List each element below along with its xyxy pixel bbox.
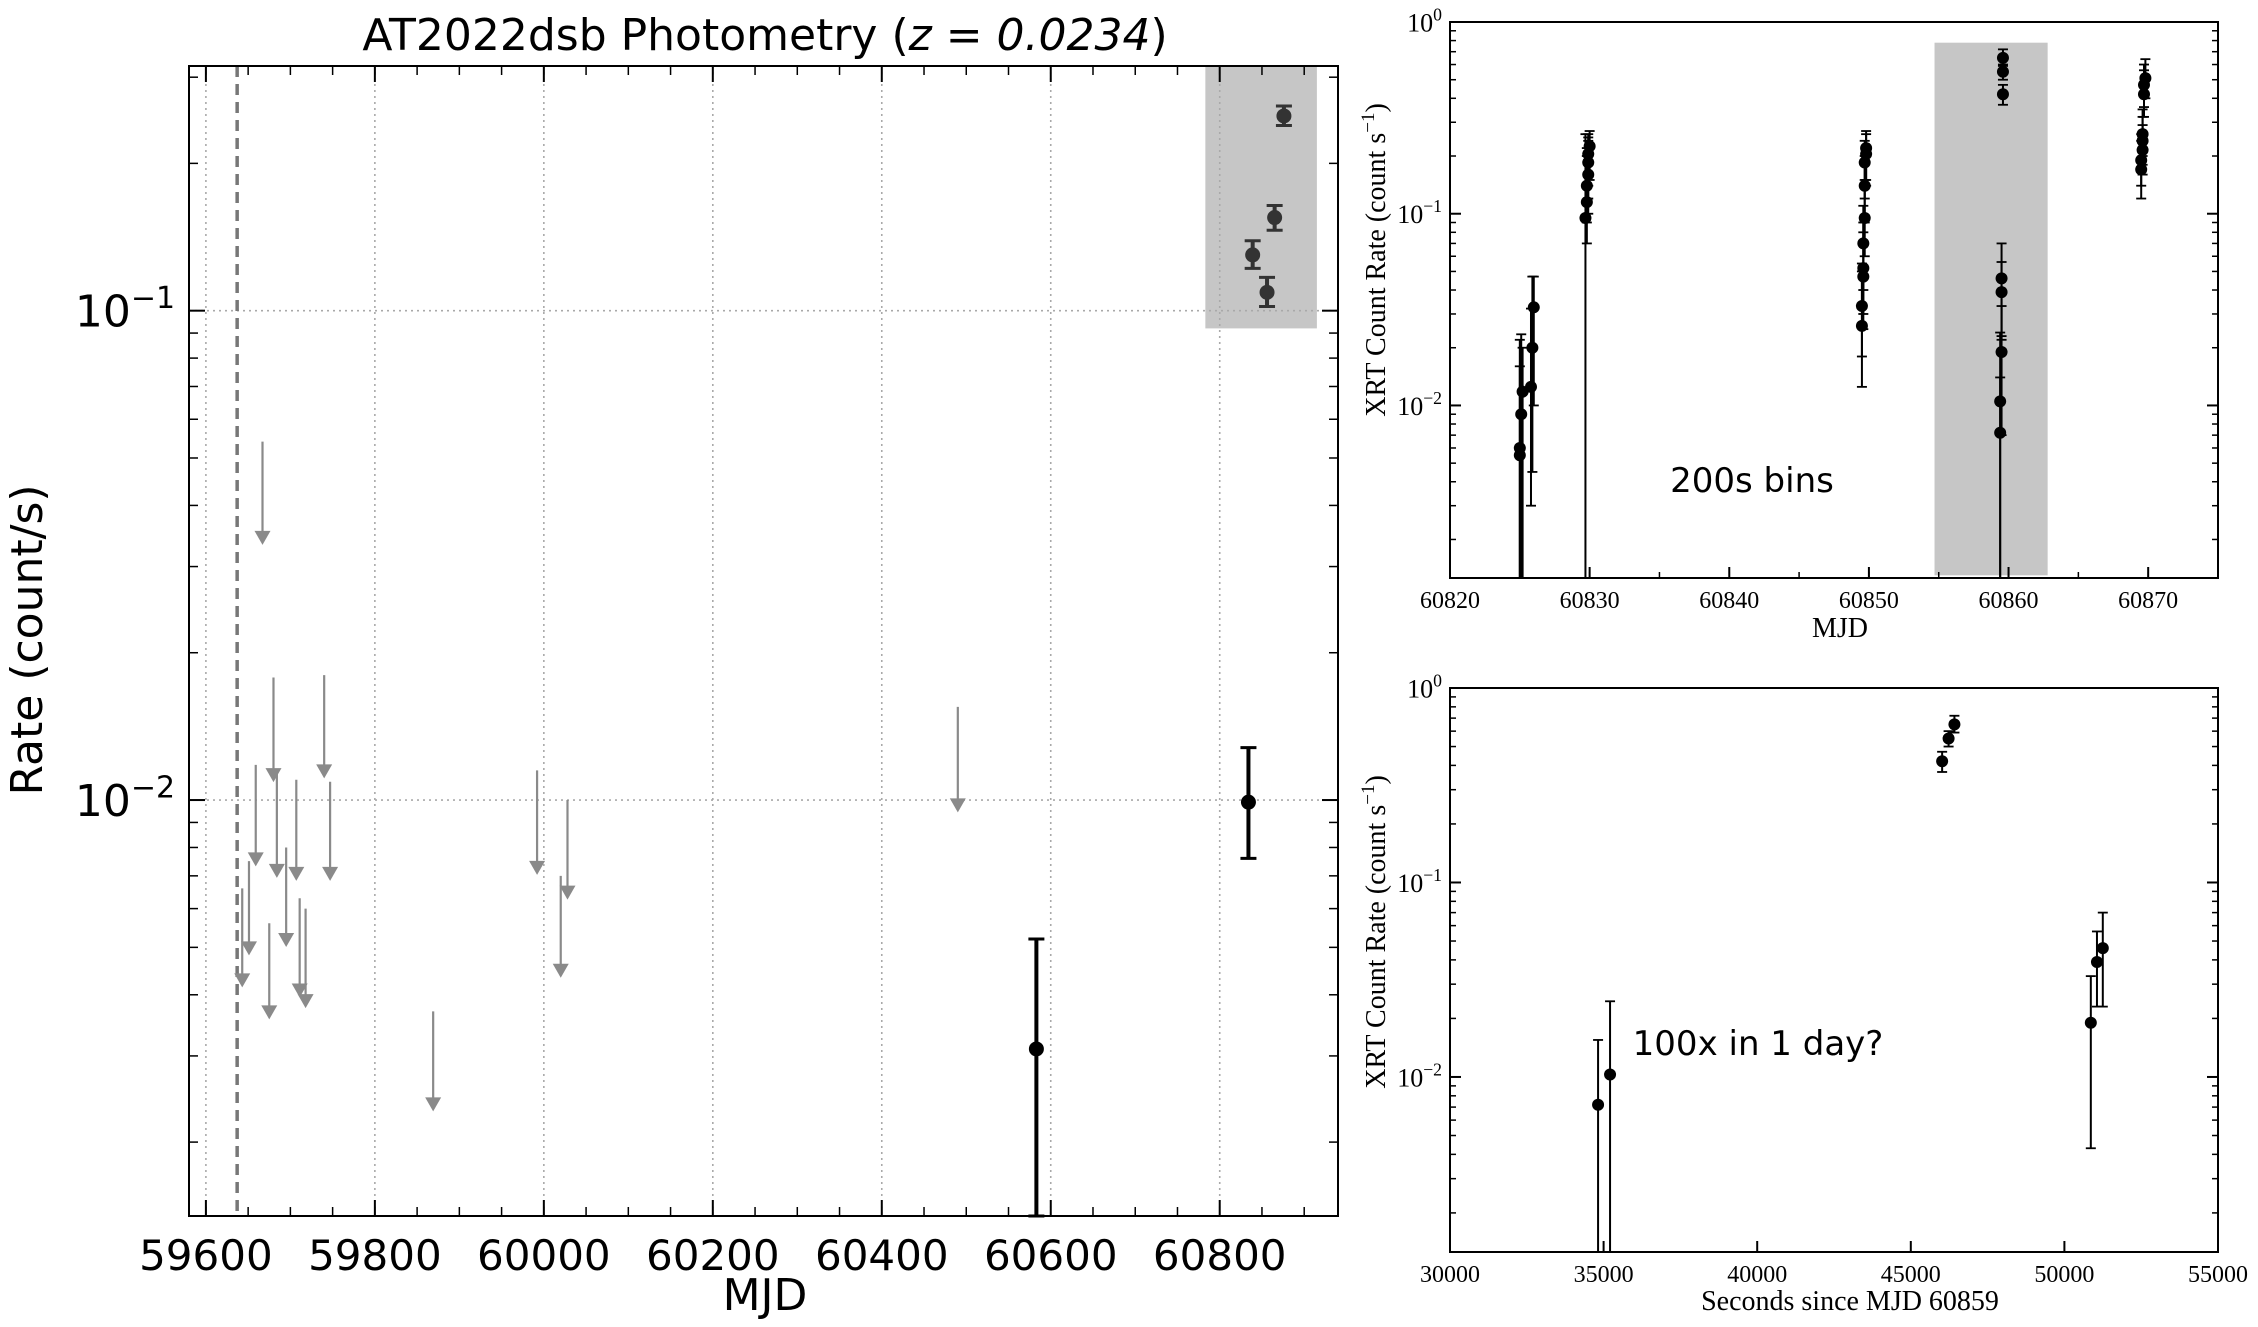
main-x-tick-label: 60200	[646, 1231, 780, 1280]
zoom-plot-frame	[1449, 21, 2219, 579]
main-x-tick-label: 60400	[815, 1231, 949, 1280]
zoom-data-point	[1996, 51, 2009, 64]
seconds-chart: XRT Count Rate (count s−1) Seconds since…	[1358, 670, 2248, 1317]
zoom-data-point	[1857, 237, 1870, 250]
main-upper-limit-arrow	[288, 866, 305, 881]
day-x-tick-label: 35000	[1574, 1262, 1634, 1288]
main-chart-title: AT2022dsb Photometry (z = 0.0234)	[362, 10, 1167, 61]
zoom-data-point	[1526, 341, 1539, 354]
day-data-point	[2090, 956, 2103, 969]
zoom-x-tick-label: 60820	[1420, 588, 1480, 614]
day-x-tick-label: 45000	[1881, 1262, 1941, 1288]
day-y-tick-label: 10−1	[1397, 865, 1442, 898]
zoom-data-point	[1860, 142, 1873, 155]
zoom-data-point	[2135, 154, 2148, 167]
main-y-tick-label: 10−2	[75, 770, 175, 826]
day-y-tick-label: 100	[1407, 670, 1442, 703]
day-x-tick-label: 30000	[1420, 1262, 1480, 1288]
zoom-y-tick-label: 100	[1407, 4, 1442, 37]
main-upper-limit-arrow	[278, 933, 295, 948]
zoom-data-point	[2136, 128, 2149, 141]
day-annotation: 100x in 1 day?	[1633, 1024, 1884, 1064]
main-data-point	[1028, 1041, 1044, 1057]
main-plot-frame	[188, 65, 1339, 1217]
main-upper-limit-arrow	[268, 863, 285, 878]
zoom-annotation: 200s bins	[1670, 461, 1834, 501]
zoom-data-point	[1524, 380, 1537, 393]
main-upper-limit-arrow	[234, 973, 251, 988]
zoom-x-axis-label: MJD	[1812, 613, 1868, 644]
main-data-point	[1259, 284, 1275, 300]
zoom-x-tick-label: 60850	[1839, 588, 1899, 614]
zoom-data-point	[1994, 395, 2007, 408]
zoom-data-point	[1996, 65, 2009, 78]
day-x-tick-label: 50000	[2034, 1262, 2094, 1288]
main-data-point	[1245, 247, 1261, 263]
main-x-tick-label: 60800	[1153, 1231, 1287, 1280]
zoom-data-point	[1513, 449, 1526, 462]
main-upper-limit-arrow	[265, 768, 282, 783]
zoom-data-point	[2139, 72, 2152, 85]
main-upper-limit-arrow	[322, 866, 339, 881]
day-x-axis-label: Seconds since MJD 60859	[1701, 1286, 1999, 1317]
main-data-point	[1276, 108, 1292, 124]
main-data-point	[1240, 794, 1256, 810]
day-y-axis-label: XRT Count Rate (count s−1)	[1358, 775, 1392, 1089]
main-upper-limit-arrow	[291, 983, 308, 998]
day-plot-frame	[1449, 687, 2219, 1253]
zoom-data-point	[1995, 272, 2008, 285]
day-data-point	[1948, 718, 1961, 731]
main-upper-limit-arrow	[261, 1005, 278, 1020]
day-x-tick-label: 55000	[2188, 1262, 2248, 1288]
zoom-x-tick-label: 60840	[1699, 588, 1759, 614]
zoom-mjd-chart: XRT Count Rate (count s−1) MJD 200s bins…	[1358, 4, 2219, 644]
main-upper-limit-arrow	[559, 885, 576, 900]
day-y-tick-label: 10−2	[1397, 1059, 1442, 1092]
day-data-point	[1936, 755, 1949, 768]
zoom-data-point	[1583, 140, 1596, 153]
main-x-tick-label: 60600	[984, 1231, 1118, 1280]
day-data-point	[1942, 732, 1955, 745]
day-data-point	[2084, 1016, 2097, 1029]
main-upper-limit-arrow	[297, 994, 314, 1009]
main-upper-limit-arrow	[254, 530, 271, 545]
day-data-point	[2096, 942, 2109, 955]
zoom-x-tick-label: 60870	[2118, 588, 2178, 614]
main-upper-limit-arrow	[316, 764, 333, 779]
zoom-y-tick-label: 10−1	[1397, 196, 1442, 229]
zoom-data-point	[1527, 301, 1540, 314]
zoom-x-tick-label: 60830	[1560, 588, 1620, 614]
zoom-highlight-box	[1934, 42, 2048, 576]
zoom-data-point	[1579, 211, 1592, 224]
main-upper-limit-arrow	[240, 941, 257, 956]
zoom-data-point	[1855, 300, 1868, 313]
zoom-data-point	[1996, 88, 2009, 101]
zoom-y-tick-label: 10−2	[1397, 388, 1442, 421]
main-data-point	[1267, 210, 1283, 226]
main-x-tick-label: 60000	[477, 1231, 611, 1280]
main-y-tick-label: 10−1	[75, 281, 175, 337]
day-data-point	[1604, 1068, 1617, 1081]
main-x-axis-label: MJD	[723, 1270, 808, 1321]
main-upper-limit-arrow	[247, 852, 264, 867]
main-upper-limit-arrow	[552, 963, 569, 978]
zoom-x-tick-label: 60860	[1979, 588, 2039, 614]
main-x-tick-label: 59800	[308, 1231, 442, 1280]
day-data-point	[1592, 1098, 1605, 1111]
zoom-y-axis-label: XRT Count Rate (count s−1)	[1358, 103, 1392, 417]
main-photometry-chart: AT2022dsb Photometry (z = 0.0234) Rate (…	[2, 10, 1339, 1321]
main-highlight-box	[1205, 66, 1317, 329]
main-upper-limit-arrow	[425, 1097, 442, 1112]
main-x-tick-label: 59600	[139, 1231, 273, 1280]
main-upper-limit-arrow	[949, 798, 966, 813]
day-x-tick-label: 40000	[1727, 1262, 1787, 1288]
main-upper-limit-arrow	[529, 860, 546, 875]
zoom-data-point	[1515, 408, 1528, 421]
main-y-axis-label: Rate (count/s)	[2, 484, 53, 795]
zoom-data-point	[1995, 346, 2008, 359]
